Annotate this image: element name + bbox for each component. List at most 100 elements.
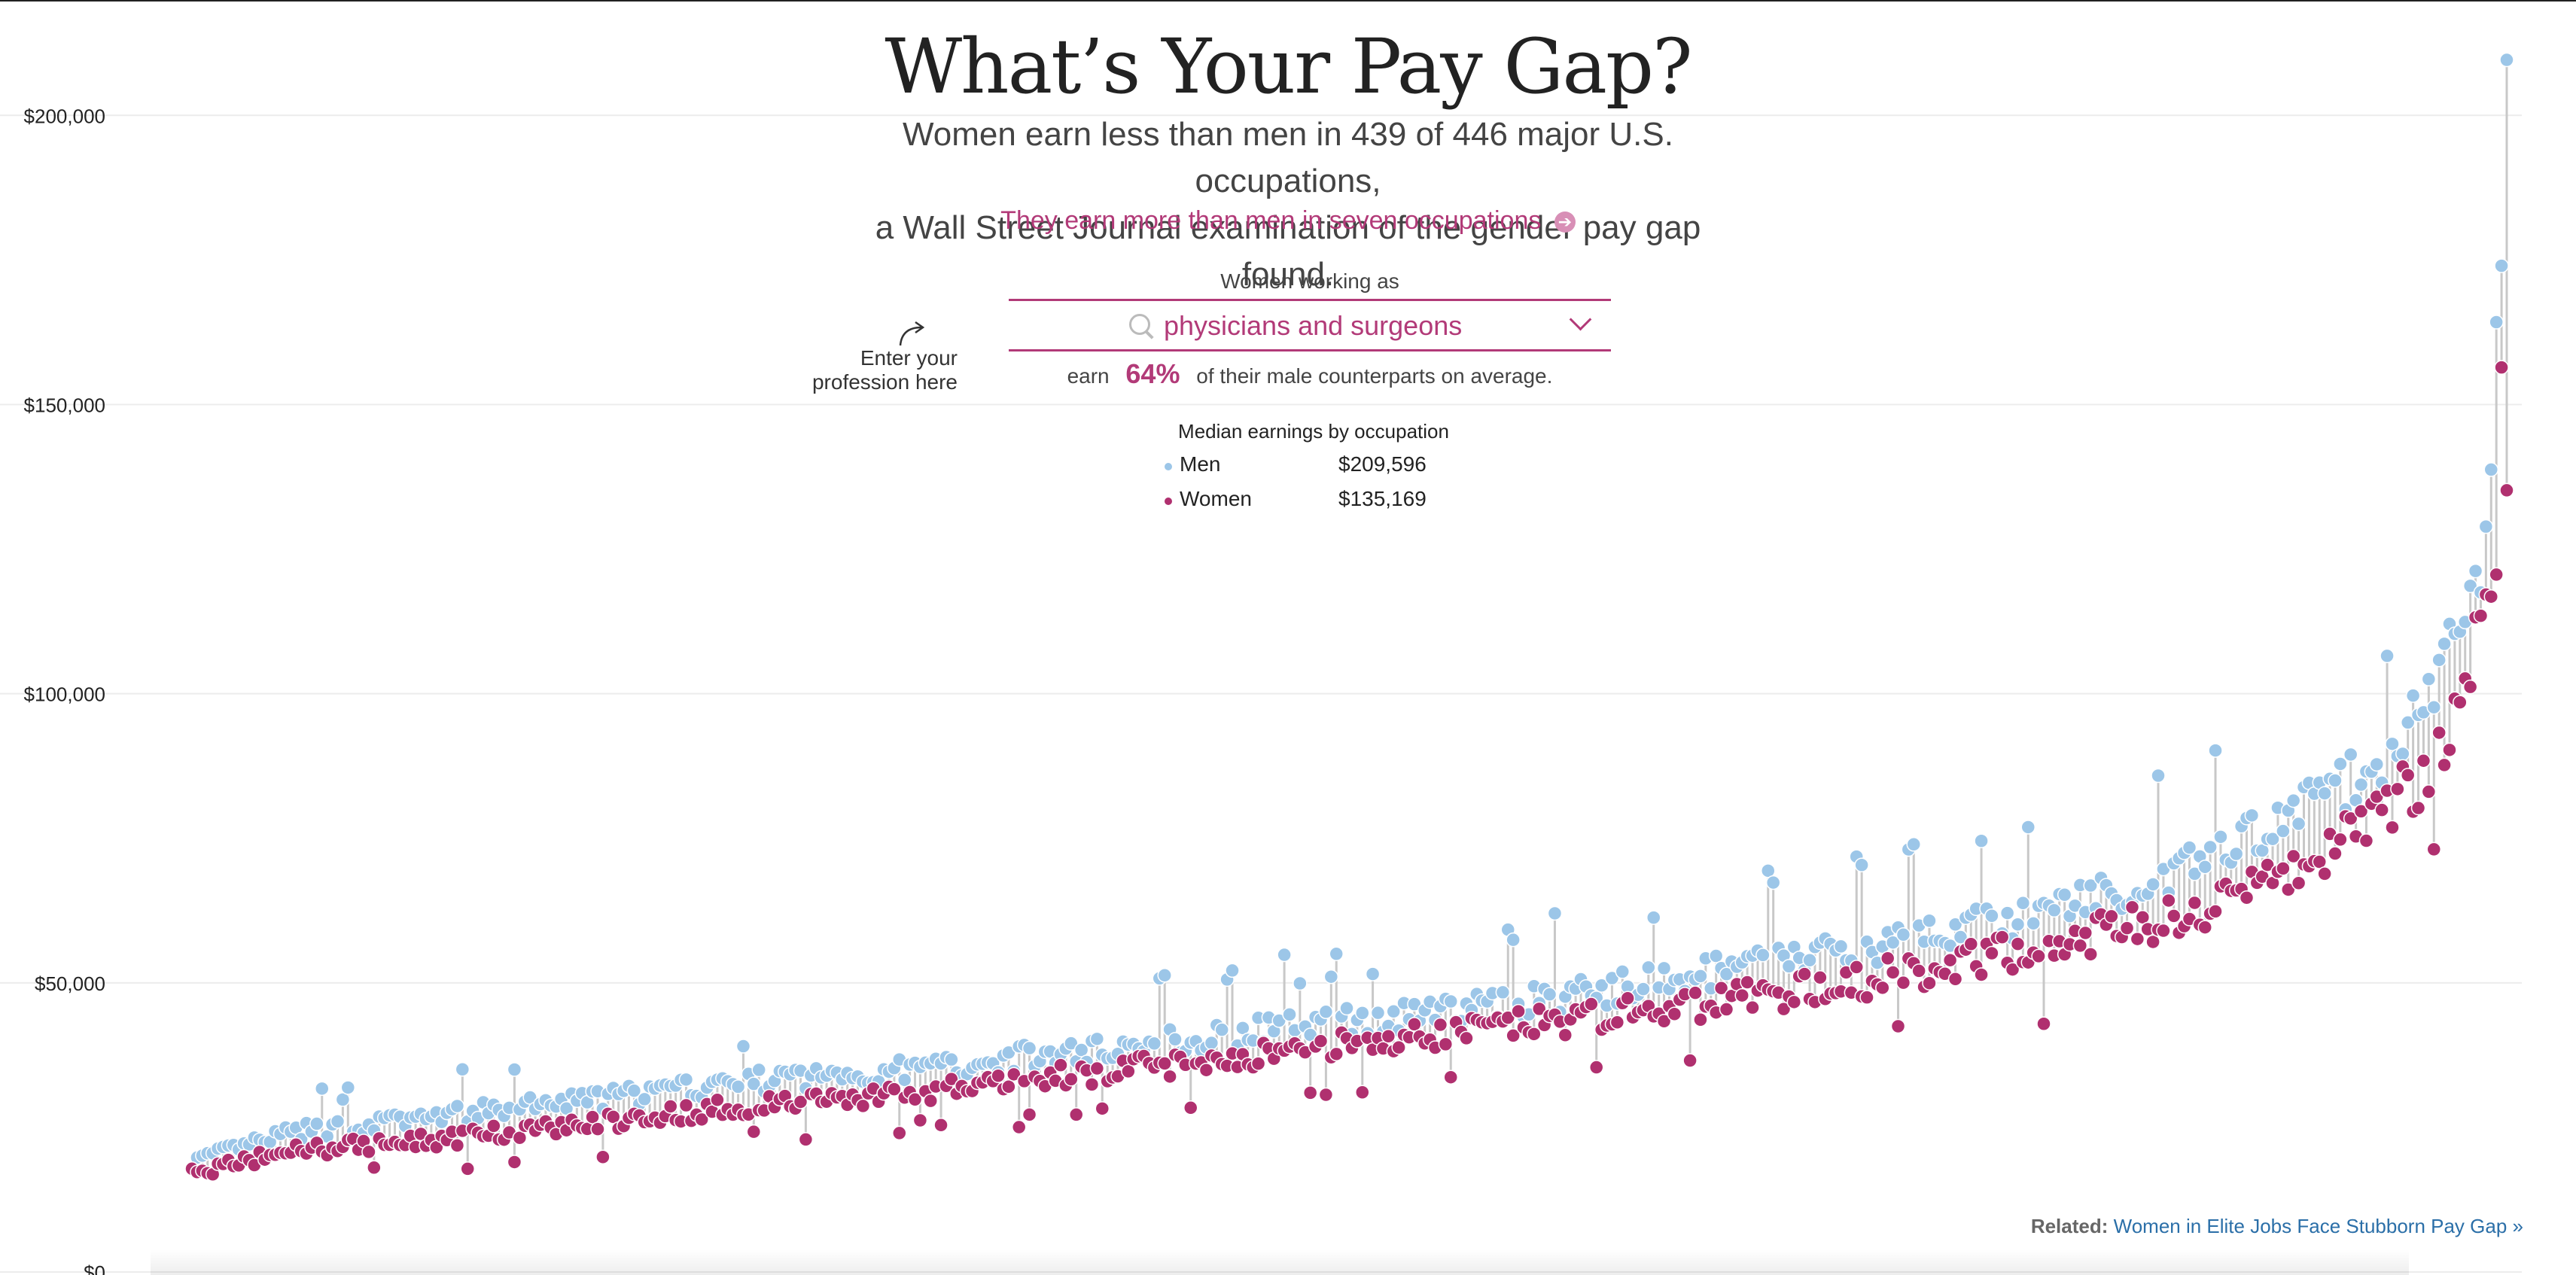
women-point[interactable]	[486, 1118, 501, 1134]
women-point[interactable]	[1511, 1003, 1526, 1019]
women-point[interactable]	[1407, 1017, 1422, 1032]
men-point[interactable]	[1386, 1004, 1401, 1019]
men-point[interactable]	[2478, 519, 2494, 534]
men-point[interactable]	[2369, 756, 2384, 772]
more-occupations-link[interactable]: They earn more than men in seven occupat…	[0, 206, 2576, 236]
women-point[interactable]	[1588, 1060, 1604, 1075]
men-point[interactable]	[449, 1098, 465, 1114]
women-point[interactable]	[1433, 1017, 1448, 1033]
men-point[interactable]	[2343, 747, 2358, 762]
women-point[interactable]	[1459, 1030, 1474, 1046]
men-point[interactable]	[730, 1079, 746, 1094]
men-point[interactable]	[2182, 840, 2197, 855]
women-point[interactable]	[1974, 967, 1989, 982]
women-point[interactable]	[1318, 1087, 1334, 1103]
men-point[interactable]	[1895, 927, 1911, 942]
men-point[interactable]	[2020, 820, 2036, 835]
women-point[interactable]	[2083, 947, 2098, 962]
women-point[interactable]	[991, 1068, 1006, 1084]
women-point[interactable]	[2187, 895, 2203, 911]
women-point[interactable]	[1994, 930, 2010, 945]
women-point[interactable]	[1875, 980, 1890, 996]
men-point[interactable]	[2213, 829, 2228, 844]
women-point[interactable]	[1001, 1079, 1016, 1094]
men-point[interactable]	[1355, 1006, 1370, 1021]
women-point[interactable]	[449, 1138, 465, 1153]
women-point[interactable]	[2291, 875, 2307, 891]
men-point[interactable]	[1157, 968, 1172, 983]
women-point[interactable]	[2333, 832, 2348, 847]
women-point[interactable]	[2421, 784, 2437, 799]
women-point[interactable]	[595, 1149, 611, 1164]
men-point[interactable]	[2483, 462, 2499, 477]
men-point[interactable]	[1594, 978, 1609, 993]
men-point[interactable]	[1906, 837, 1921, 852]
women-point[interactable]	[2124, 899, 2140, 915]
women-point[interactable]	[1084, 1077, 1100, 1092]
men-point[interactable]	[1225, 963, 1240, 978]
men-point[interactable]	[2421, 671, 2437, 687]
men-point[interactable]	[1370, 1005, 1386, 1021]
men-point[interactable]	[2151, 768, 2166, 784]
profession-select[interactable]: physicians and surgeons	[1009, 299, 1611, 351]
women-point[interactable]	[1942, 952, 1958, 968]
women-point[interactable]	[2483, 589, 2499, 604]
men-point[interactable]	[1974, 833, 1989, 849]
women-point[interactable]	[460, 1161, 475, 1176]
women-point[interactable]	[1609, 1015, 1625, 1030]
women-point[interactable]	[1089, 1060, 1105, 1076]
women-point[interactable]	[2317, 866, 2332, 881]
women-point[interactable]	[1693, 1012, 1708, 1027]
men-point[interactable]	[2291, 816, 2307, 832]
women-point[interactable]	[912, 1112, 928, 1128]
women-point[interactable]	[1162, 1069, 1177, 1085]
men-point[interactable]	[1802, 952, 1817, 968]
women-point[interactable]	[944, 1071, 959, 1087]
men-point[interactable]	[2395, 746, 2410, 762]
women-point[interactable]	[2473, 608, 2489, 623]
men-point[interactable]	[1073, 1042, 1089, 1057]
women-point[interactable]	[1438, 1036, 1454, 1052]
men-point[interactable]	[2187, 866, 2203, 881]
women-point[interactable]	[2145, 934, 2160, 950]
men-point[interactable]	[678, 1072, 694, 1088]
men-point[interactable]	[1495, 984, 1511, 1000]
women-point[interactable]	[1947, 972, 1963, 987]
women-point[interactable]	[1911, 963, 1926, 978]
men-point[interactable]	[2333, 756, 2348, 771]
women-point[interactable]	[1734, 987, 1749, 1003]
women-point[interactable]	[1313, 1033, 1329, 1048]
women-point[interactable]	[2385, 820, 2400, 835]
men-point[interactable]	[2010, 917, 2026, 932]
women-point[interactable]	[892, 1125, 907, 1141]
men-point[interactable]	[1765, 875, 1781, 890]
women-point[interactable]	[2410, 800, 2426, 816]
women-point[interactable]	[678, 1097, 694, 1113]
women-point[interactable]	[1849, 960, 1864, 975]
men-point[interactable]	[1365, 966, 1381, 981]
women-point[interactable]	[2358, 833, 2374, 848]
men-point[interactable]	[2228, 846, 2244, 862]
men-point[interactable]	[1922, 913, 1937, 929]
men-point[interactable]	[1708, 948, 1724, 963]
women-point[interactable]	[590, 1121, 605, 1137]
women-point[interactable]	[2426, 841, 2442, 857]
men-point[interactable]	[1604, 970, 1620, 986]
women-point[interactable]	[1064, 1072, 1079, 1087]
men-point[interactable]	[626, 1083, 642, 1098]
women-point[interactable]	[585, 1109, 600, 1124]
men-point[interactable]	[2047, 902, 2062, 918]
women-point[interactable]	[1885, 965, 1901, 980]
women-point[interactable]	[1963, 936, 1979, 952]
women-point[interactable]	[1053, 1057, 1068, 1073]
men-point[interactable]	[2353, 777, 2369, 793]
women-point[interactable]	[2442, 742, 2457, 758]
men-point[interactable]	[455, 1061, 470, 1077]
men-point[interactable]	[1984, 908, 1999, 924]
women-point[interactable]	[2197, 920, 2212, 935]
women-point[interactable]	[2431, 725, 2447, 741]
women-point[interactable]	[1620, 990, 1635, 1006]
men-point[interactable]	[2468, 563, 2483, 579]
women-point[interactable]	[1068, 1107, 1084, 1122]
men-point[interactable]	[2208, 743, 2223, 758]
